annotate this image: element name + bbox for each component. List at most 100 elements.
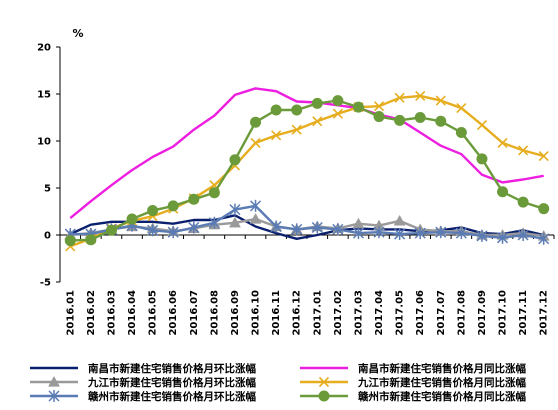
data-point [394, 114, 406, 126]
legend-item: 南昌市新建住宅销售价格月同比涨幅 [300, 362, 526, 375]
x-tick-label: 2016.04 [127, 290, 138, 336]
marker-stroke [497, 137, 508, 148]
data-point [229, 203, 241, 216]
x-tick-label: 2017.01 [312, 290, 323, 336]
x-tick-label: 2017.10 [498, 290, 509, 336]
data-point [517, 196, 529, 208]
data-point [250, 116, 262, 128]
legend-label: 九江市新建住宅销售价格月环比涨幅 [87, 376, 256, 389]
data-point [249, 213, 262, 224]
y-unit-label: % [72, 27, 83, 40]
data-point [270, 220, 282, 233]
x-tick-label: 2016.02 [86, 290, 97, 336]
marker-stroke [435, 95, 446, 106]
x-tick-label: 2017.06 [415, 290, 426, 336]
data-point [291, 124, 302, 135]
data-point [538, 150, 549, 162]
marker-stroke [373, 101, 385, 112]
marker-stroke [318, 376, 330, 388]
data-point [229, 154, 241, 166]
data-point [291, 223, 303, 236]
marker-stroke [456, 103, 467, 114]
marker-stroke [250, 137, 261, 148]
data-point [208, 216, 220, 229]
x-tick-label: 2016.08 [209, 290, 220, 336]
data-point [393, 214, 406, 226]
data-point [394, 92, 405, 103]
legend-item: 赣州市新建住宅销售价格月同比涨幅 [300, 390, 526, 403]
data-point [229, 216, 241, 228]
legend-item: 南昌市新建住宅销售价格月环比涨幅 [30, 362, 256, 375]
data-point [291, 104, 303, 116]
x-tick-label: 2016.01 [65, 290, 76, 336]
y-tick-label: 20 [37, 43, 51, 54]
x-tick-label: 2016.12 [292, 290, 303, 336]
data-point [414, 112, 426, 123]
data-point [435, 95, 446, 106]
legend-marker [318, 376, 330, 388]
legend-label: 南昌市新建住宅销售价格月环比涨幅 [88, 362, 256, 375]
data-point [85, 234, 97, 246]
data-point [352, 101, 364, 113]
x-tick-label: 2017.05 [395, 290, 406, 336]
data-point [270, 104, 282, 116]
data-point [312, 116, 323, 127]
series-6 [64, 95, 550, 247]
x-tick-label: 2016.10 [251, 290, 262, 336]
legend-label: 九江市新建住宅销售价格月同比涨幅 [357, 376, 526, 389]
marker-stroke [518, 145, 529, 156]
y-tick-label: -5 [40, 278, 51, 289]
legend-item: 九江市新建住宅销售价格月环比涨幅 [30, 375, 256, 389]
data-point [373, 101, 385, 112]
x-tick-label: 2017.08 [456, 290, 467, 336]
data-point [497, 231, 509, 244]
data-point [517, 229, 529, 241]
x-tick-label: 2017.11 [518, 290, 529, 336]
marker-stroke [394, 92, 405, 103]
marker-stroke [415, 90, 426, 101]
x-tick-label: 2016.06 [168, 290, 179, 336]
series-line [69, 214, 544, 241]
series-line [69, 87, 544, 220]
legend-label: 赣州市新建住宅销售价格月环比涨幅 [88, 390, 256, 403]
data-point [188, 221, 200, 234]
marker-stroke [476, 119, 488, 131]
data-point [147, 224, 159, 237]
data-point [352, 227, 364, 240]
data-point [497, 186, 509, 198]
marker-stroke [271, 130, 282, 141]
plot-area [64, 87, 550, 252]
x-tick-label: 2017.04 [374, 290, 385, 336]
x-tick-label: 2016.09 [230, 290, 241, 336]
data-point [167, 200, 179, 212]
data-point [435, 115, 447, 127]
data-point [311, 97, 323, 109]
marker-stroke [332, 108, 343, 119]
x-tick-label: 2016.11 [271, 290, 282, 336]
data-point [476, 153, 488, 165]
legend-marker [48, 375, 60, 387]
data-point [455, 227, 467, 240]
y-tick-label: 10 [37, 137, 51, 148]
data-point [394, 228, 406, 241]
legend-label: 赣州市新建住宅销售价格月同比涨幅 [358, 390, 526, 403]
legend-item: 赣州市新建住宅销售价格月环比涨幅 [30, 390, 256, 403]
data-point [208, 187, 220, 199]
data-point [126, 213, 138, 225]
data-point [455, 127, 467, 139]
data-point [497, 137, 508, 148]
data-point [518, 145, 529, 156]
series-1 [69, 214, 544, 241]
data-point [167, 226, 179, 239]
x-tick-label: 2017.12 [539, 290, 550, 336]
legend-marker [318, 390, 330, 402]
marker-stroke [538, 150, 549, 162]
data-point [435, 226, 447, 239]
data-point [250, 137, 261, 148]
data-point [188, 193, 200, 205]
data-point [414, 227, 426, 240]
x-tick-label: 2016.05 [148, 290, 159, 336]
series-line [69, 94, 545, 248]
data-point [476, 229, 488, 242]
